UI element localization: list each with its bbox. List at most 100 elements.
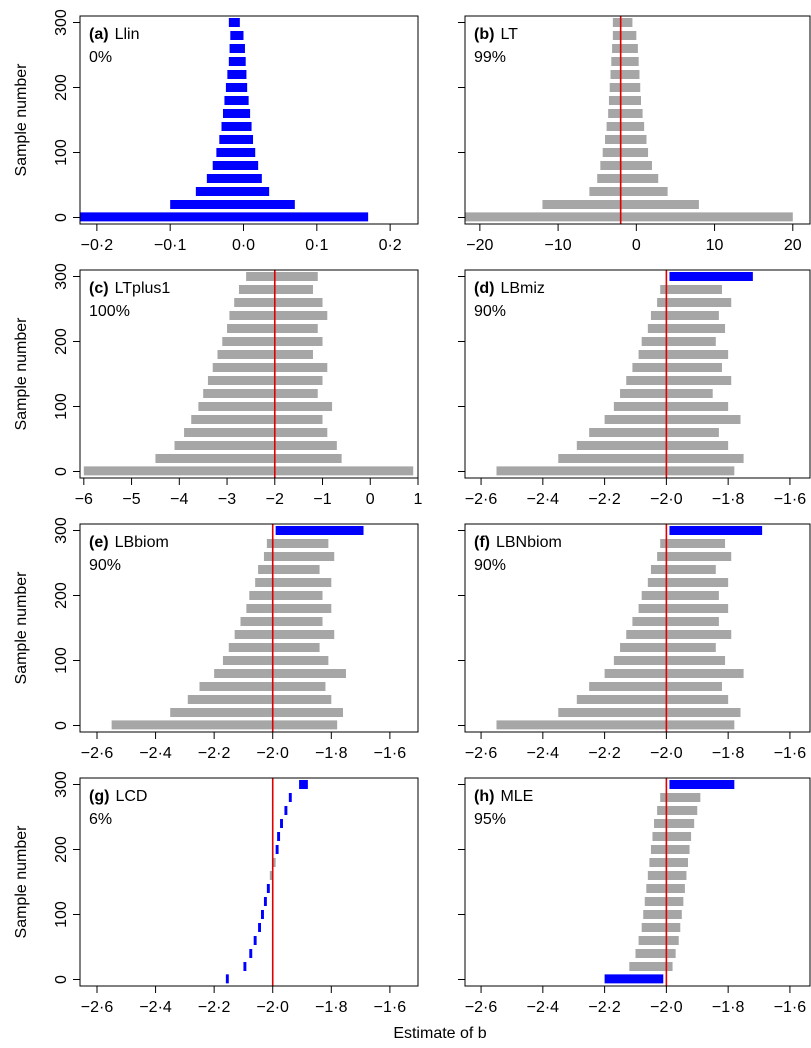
panel-letter: (h) [474, 788, 494, 805]
x-tick-label: −1·6 [774, 745, 807, 762]
y-tick-label: 200 [53, 582, 70, 609]
plot-frame [79, 15, 419, 225]
plot-frame [464, 523, 811, 733]
y-tick-label: 200 [53, 74, 70, 101]
x-tick-label: −1 [313, 491, 331, 508]
x-tick-label: −3 [218, 491, 236, 508]
x-tick-label: −1·6 [374, 999, 407, 1016]
panel-letter: (c) [89, 280, 109, 297]
panel-coverage: 100% [89, 303, 130, 320]
panel-method: LT [500, 26, 518, 43]
x-tick-label: −1·8 [315, 745, 348, 762]
panel-letter: (b) [474, 26, 494, 43]
x-tick-label: −0·2 [81, 237, 114, 254]
x-tick-label: 0·1 [305, 237, 328, 254]
x-tick-label: −2·4 [527, 745, 560, 762]
x-tick-label: −2·4 [527, 999, 560, 1016]
panel-method: LTplus1 [115, 280, 171, 297]
x-tick-label: −2·0 [650, 745, 683, 762]
x-tick-label: −2·6 [81, 745, 114, 762]
panel-coverage: 0% [89, 49, 112, 66]
x-tick-label: −1·6 [374, 745, 407, 762]
x-tick-label: −2·4 [139, 745, 172, 762]
x-axis-label: Estimate of b [393, 1025, 486, 1042]
x-tick-label: −2 [266, 491, 284, 508]
plot-frame [464, 15, 811, 225]
panel-letter: (f) [474, 534, 490, 551]
x-tick-label: −2·0 [256, 999, 289, 1016]
x-tick-label: −0·1 [154, 237, 187, 254]
intervals [111, 524, 364, 732]
intervals [80, 18, 369, 222]
panel-coverage: 99% [474, 49, 506, 66]
intervals [225, 778, 308, 986]
panel-title: (b) LT [474, 26, 518, 43]
y-tick-label: 300 [53, 517, 70, 544]
plot-frame [464, 269, 811, 479]
x-tick-label: −2·6 [465, 491, 498, 508]
y-axis-label: Sample number [13, 571, 30, 685]
panel-coverage: 95% [474, 811, 506, 828]
panel-title: (e) LBbiom [89, 534, 169, 551]
x-tick-label: −2·4 [527, 491, 560, 508]
y-tick-label: 300 [53, 771, 70, 798]
y-tick-label: 100 [53, 393, 70, 420]
x-tick-label: −1·8 [315, 999, 348, 1016]
x-tick-label: −2·0 [650, 491, 683, 508]
y-tick-label: 0 [53, 975, 70, 984]
y-tick-label: 0 [53, 213, 70, 222]
x-tick-label: 0·2 [379, 237, 402, 254]
x-tick-label: −6 [75, 491, 93, 508]
y-axis-label: Sample number [13, 317, 30, 431]
panel-letter: (e) [89, 534, 109, 551]
panel-method: Llin [115, 26, 140, 43]
intervals [496, 524, 763, 732]
y-tick-label: 300 [53, 9, 70, 36]
intervals [604, 778, 735, 986]
x-tick-label: −1·6 [774, 491, 807, 508]
panel-title: (a) Llin [89, 26, 139, 43]
x-tick-label: 10 [706, 237, 724, 254]
y-axis-label: Sample number [13, 825, 30, 939]
panel-method: MLE [500, 788, 533, 805]
x-tick-label: −2·4 [139, 999, 172, 1016]
y-tick-label: 100 [53, 901, 70, 928]
panel-title: (f) LBNbiom [474, 534, 562, 551]
panel-method: LBNbiom [496, 534, 562, 551]
x-tick-label: −2·2 [588, 491, 621, 508]
intervals [83, 270, 414, 478]
x-tick-label: −1·8 [712, 491, 745, 508]
x-tick-label: 0·0 [232, 237, 255, 254]
panel-method: LCD [115, 788, 147, 805]
plot-frame [79, 269, 419, 479]
x-tick-label: 0 [366, 491, 375, 508]
panel-letter: (g) [89, 788, 109, 805]
panel-letter: (d) [474, 280, 494, 297]
x-tick-label: −1·8 [712, 745, 745, 762]
panel-coverage: 90% [474, 557, 506, 574]
x-tick-label: −4 [170, 491, 188, 508]
y-tick-label: 0 [53, 721, 70, 730]
panel-coverage: 90% [89, 557, 121, 574]
panel-title: (d) LBmiz [474, 280, 545, 297]
x-tick-label: −2·2 [198, 745, 231, 762]
panel-title: (g) LCD [89, 788, 147, 805]
x-tick-label: −2·6 [81, 999, 114, 1016]
plot-frame [79, 777, 419, 987]
panel-letter: (a) [89, 26, 109, 43]
y-tick-label: 100 [53, 139, 70, 166]
x-tick-label: 0 [632, 237, 641, 254]
plot-frame [79, 523, 419, 733]
panel-title: (c) LTplus1 [89, 280, 170, 297]
y-tick-label: 0 [53, 467, 70, 476]
x-tick-label: −10 [545, 237, 572, 254]
y-tick-label: 300 [53, 263, 70, 290]
x-tick-label: −2·2 [198, 999, 231, 1016]
panel-title: (h) MLE [474, 788, 533, 805]
x-tick-label: −5 [122, 491, 140, 508]
y-tick-label: 200 [53, 836, 70, 863]
x-tick-label: −2·2 [588, 999, 621, 1016]
intervals [465, 16, 793, 224]
